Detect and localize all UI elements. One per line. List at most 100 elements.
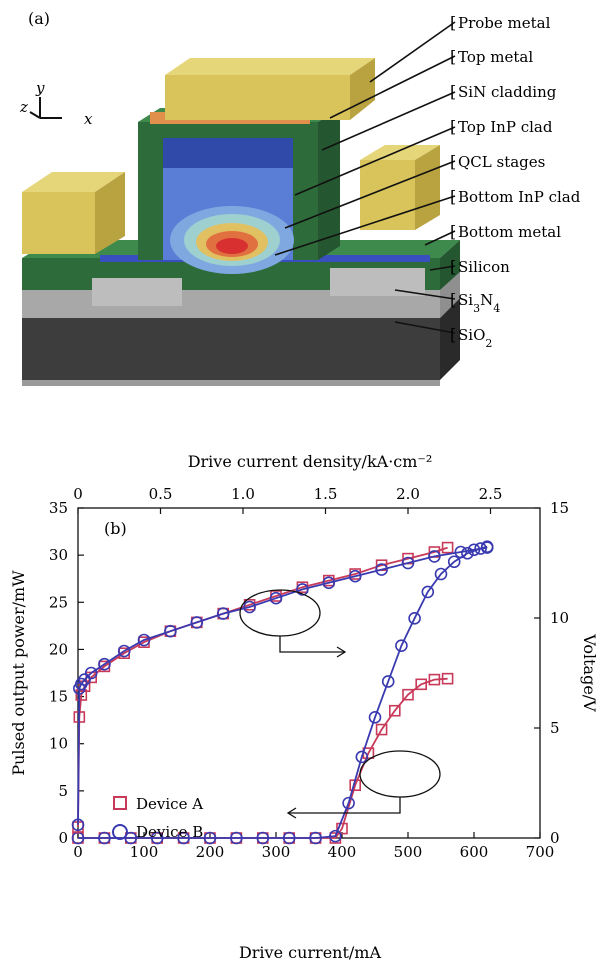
data-point — [428, 550, 441, 563]
power-arrow — [288, 797, 401, 814]
voltage-arrowhead — [336, 646, 347, 658]
legend-label-device-a: Device A — [136, 795, 203, 813]
data-point — [256, 831, 270, 845]
layer-bracket: [ — [450, 82, 456, 101]
y-left-tick-label: 25 — [49, 593, 68, 611]
data-point — [124, 831, 138, 845]
layer-bracket: [ — [450, 47, 456, 66]
series-device-b-left — [71, 540, 494, 845]
series-device-b-right — [71, 541, 494, 832]
data-point — [375, 723, 388, 736]
y-left-tick-label: 0 — [58, 829, 68, 847]
data-point — [84, 666, 98, 680]
legend-marker-device-b — [112, 824, 128, 840]
data-point — [447, 555, 461, 569]
y-left-tick-label: 20 — [49, 640, 68, 658]
power-arrowhead — [286, 807, 297, 819]
data-point — [375, 563, 388, 576]
data-point — [282, 831, 296, 845]
layer-bracket: [ — [450, 257, 456, 276]
x-tick-label: 300 — [262, 843, 291, 861]
series-line — [78, 677, 448, 839]
layer-bracket: [ — [450, 117, 456, 136]
layer-bracket: [ — [450, 290, 456, 309]
data-point — [428, 673, 441, 686]
series-device-a-left — [72, 672, 454, 844]
y-right-tick-label: 10 — [550, 609, 569, 627]
top-axis-title: Drive current density/kA·cm⁻² — [188, 452, 433, 471]
data-point — [230, 831, 243, 845]
layer-label-bottom-metal: Bottom metal — [458, 223, 561, 241]
data-point — [216, 607, 230, 620]
data-point — [150, 831, 164, 845]
x-top-tick-label: 2.0 — [396, 485, 420, 503]
x-top-tick-label: 0.5 — [149, 485, 173, 503]
data-point — [190, 616, 204, 629]
bottom-axis-title: Drive current/mA — [239, 943, 382, 962]
axes-triad: z y x — [19, 79, 93, 128]
y-left-tick-label: 35 — [49, 499, 68, 517]
x-tick-label: 400 — [328, 843, 357, 861]
device-illustration — [22, 58, 460, 386]
callout-lines — [274, 21, 456, 334]
layer-label-sio2: SiO2 — [458, 326, 492, 350]
data-point — [296, 583, 309, 596]
data-point — [441, 672, 454, 685]
y-right-tick-label: 5 — [550, 719, 560, 737]
power-curve-ellipse — [359, 750, 441, 798]
y-left-tick-label: 15 — [49, 688, 68, 706]
data-point — [71, 818, 85, 832]
layer-label-si3n4: Si3N4 — [458, 291, 500, 315]
x-top-tick-label: 1.5 — [314, 485, 338, 503]
data-point — [441, 541, 454, 554]
voltage-arrow — [279, 636, 345, 653]
layer-label-silicon: Silicon — [458, 258, 510, 276]
data-point — [203, 831, 217, 845]
data-point — [164, 624, 177, 638]
data-point — [368, 711, 382, 724]
data-point — [342, 796, 355, 810]
layer-label-top-metal: Top metal — [458, 48, 533, 66]
data-point — [243, 600, 256, 614]
legend-marker-device-a — [113, 796, 127, 810]
data-point — [322, 576, 336, 590]
x-tick-label: 700 — [526, 843, 555, 861]
layer-label-bottom-inp-clad: Bottom InP clad — [458, 188, 581, 206]
data-point — [434, 567, 448, 581]
y-right-tick-label: 0 — [550, 829, 560, 847]
panel-a-label: (a) — [28, 9, 50, 28]
layer-label-sin-cladding: SiN cladding — [458, 83, 557, 101]
data-point — [480, 541, 494, 554]
data-point — [98, 831, 111, 845]
panel-b-label: (b) — [104, 519, 127, 538]
x-tick-label: 500 — [394, 843, 423, 861]
axis-y-label: y — [35, 79, 45, 97]
x-top-tick-label: 1.0 — [231, 485, 255, 503]
data-point — [98, 657, 111, 671]
data-point — [177, 831, 190, 845]
layer-bracket: [ — [450, 222, 456, 241]
y-right-tick-label: 15 — [550, 499, 569, 517]
data-point — [421, 585, 435, 599]
annotations — [239, 589, 441, 819]
data-point — [78, 673, 91, 686]
data-point — [355, 750, 369, 764]
y-left-tick-label: 5 — [58, 782, 68, 800]
data-point — [408, 612, 421, 625]
data-point — [461, 546, 474, 560]
layer-label-qcl-stages: QCL stages — [458, 153, 545, 171]
layer-label-probe-metal: Probe metal — [458, 14, 551, 32]
data-point — [137, 633, 151, 647]
series-device-a-right — [72, 541, 454, 833]
series-layer — [71, 540, 494, 845]
series-line — [77, 546, 488, 825]
panel-a: (a) z y x — [19, 9, 581, 386]
x-tick-label: 200 — [196, 843, 225, 861]
series-line — [77, 546, 448, 828]
data-point — [329, 829, 342, 843]
data-point — [348, 569, 362, 583]
axis-z-label: z — [19, 98, 28, 116]
data-point — [454, 545, 468, 559]
x-top-tick-label: 0 — [73, 485, 83, 503]
